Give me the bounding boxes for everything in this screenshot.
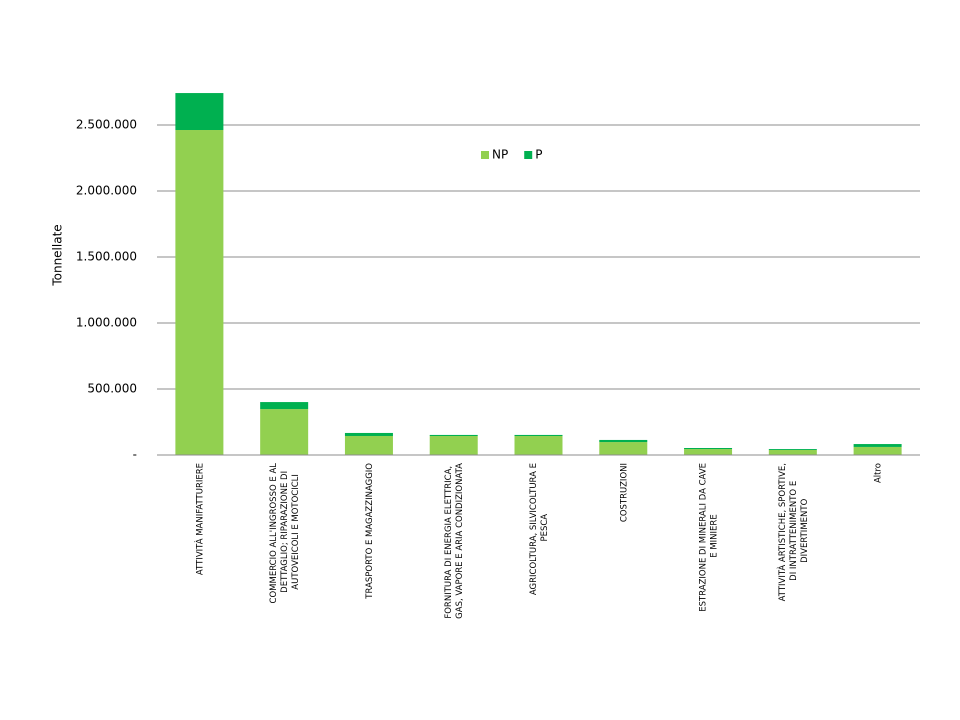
bar-segment [768,449,817,450]
x-tick-label: FORNITURA DI ENERGIA ELETTRICA, GAS, VAP… [444,463,465,622]
bar-segment [514,435,563,455]
bar-segment [599,439,648,443]
legend-label: P [535,148,542,162]
x-tick-label-group: ATTIVITÀ ARTISTICHE, SPORTIVE, DI INTRAT… [775,463,809,601]
bar-segment [175,93,224,131]
x-tick-label-group: TRASPORTO E MAGAZZINAGGIO [364,463,374,600]
bar-segment [429,434,478,436]
x-tick-label: COMMERCIO ALL'INGROSSO E AL DETTAGLIO; R… [269,463,301,604]
y-axis-label: Tonnellate [51,224,65,286]
legend-swatch [524,151,533,159]
y-tick-label: 2.500.000 [76,118,137,132]
bar-segment [768,449,817,455]
bar-segment [514,434,563,436]
bar-segment [429,435,478,455]
bar-segment [344,435,393,455]
y-tick-label: 1.500.000 [76,250,137,264]
bar-segment [344,432,393,436]
x-tick-label-group: AGRICOLTURA, SILVICOLTURA E PESCA [529,463,550,595]
x-tick-label-group: COMMERCIO ALL'INGROSSO E AL DETTAGLIO; R… [269,463,301,604]
bar-segment [599,442,648,455]
bar-segment [853,444,902,447]
y-tick-label: 500.000 [87,382,137,396]
bar-segment [260,409,309,455]
x-tick-label-group: ATTIVITÀ MANIFATTURIERE [193,463,205,575]
x-tick-label-group: COSTRUZIONI [619,463,629,522]
legend-swatch [481,151,489,159]
bar-segment [684,449,733,455]
x-tick-label-group: Altro [873,463,883,483]
x-tick-label: Altro [873,463,883,483]
y-tick-label: - [133,448,137,462]
y-tick-label: 1.000.000 [76,316,137,330]
x-tick-label: AGRICOLTURA, SILVICOLTURA E PESCA [529,463,550,595]
x-tick-label: COSTRUZIONI [619,463,629,522]
legend-label: NP [492,148,508,162]
x-tick-label-group: FORNITURA DI ENERGIA ELETTRICA, GAS, VAP… [444,463,465,622]
bar-segment [175,130,224,456]
x-tick-label: ATTIVITÀ ARTISTICHE, SPORTIVE, DI INTRAT… [775,463,809,601]
x-tick-label: TRASPORTO E MAGAZZINAGGIO [364,463,374,600]
bar-segment [853,446,902,455]
x-tick-label-group: ESTRAZIONE DI MINERALI DA CAVE E MINIERE [698,463,719,612]
x-tick-label: ATTIVITÀ MANIFATTURIERE [193,463,205,575]
bar-segment [260,402,309,410]
y-tick-label: 2.000.000 [76,184,137,198]
x-tick-label: ESTRAZIONE DI MINERALI DA CAVE E MINIERE [698,463,719,612]
bar-segment [684,448,733,450]
